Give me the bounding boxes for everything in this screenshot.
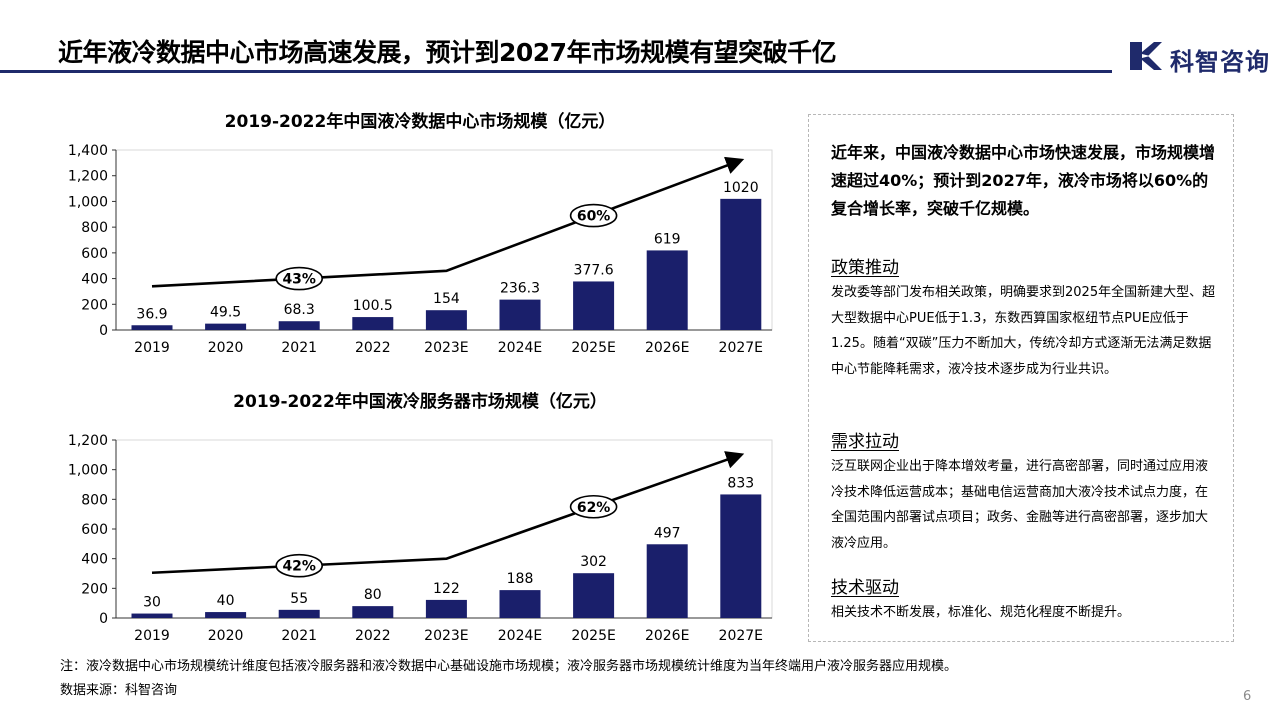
bar xyxy=(720,198,762,330)
bar xyxy=(205,323,247,330)
bar xyxy=(425,310,467,330)
data-label: 40 xyxy=(217,593,235,609)
data-label: 154 xyxy=(433,291,460,307)
section-body-policy: 发改委等部门发布相关政策，明确要求到2025年全国新建大型、超大型数据中心PUE… xyxy=(831,285,1216,377)
chart-title: 2019-2022年中国液冷数据中心市场规模（亿元） xyxy=(225,111,616,132)
y-tick-label: 1,400 xyxy=(68,143,108,159)
category-label: 2024E xyxy=(498,628,542,644)
logo-mark-icon xyxy=(1130,42,1162,70)
bar xyxy=(205,612,247,618)
category-label: 2022 xyxy=(355,340,391,356)
data-label: 122 xyxy=(433,581,460,597)
y-tick-label: 1,000 xyxy=(68,194,108,210)
bar xyxy=(573,573,615,618)
data-label: 30 xyxy=(143,595,161,611)
cagr-label: 60% xyxy=(577,209,611,225)
y-tick-label: 1,000 xyxy=(68,463,108,479)
bar xyxy=(499,299,541,330)
category-label: 2027E xyxy=(719,340,763,356)
logo-text: 科智咨询 xyxy=(1170,48,1270,76)
y-tick-label: 0 xyxy=(99,611,108,627)
bar xyxy=(352,606,394,618)
category-label: 2019 xyxy=(134,340,170,356)
category-label: 2023E xyxy=(424,628,468,644)
trend-arrow xyxy=(151,156,745,288)
data-label: 36.9 xyxy=(136,306,167,322)
insight-lead: 近年来，中国液冷数据中心市场快速发展，市场规模增速超过40%；预计到2027年，… xyxy=(831,143,1216,218)
footnote: 注：液冷数据中心市场规模统计维度包括液冷服务器和液冷数据中心基础设施市场规模；液… xyxy=(60,659,958,674)
y-tick-label: 800 xyxy=(81,220,108,236)
data-label: 619 xyxy=(654,231,681,247)
data-label: 188 xyxy=(507,571,534,587)
y-tick-label: 1,200 xyxy=(68,169,108,185)
category-label: 2027E xyxy=(719,628,763,644)
data-label: 55 xyxy=(290,591,308,607)
category-label: 2022 xyxy=(355,628,391,644)
y-tick-label: 600 xyxy=(81,246,108,262)
data-label: 833 xyxy=(727,475,754,491)
cagr-label: 43% xyxy=(282,272,316,288)
data-label: 68.3 xyxy=(284,302,315,318)
server-market-chart: 2019-2022年中国液冷服务器市场规模（亿元） 0 200 400 600 800 1,… xyxy=(68,391,773,644)
data-label: 302 xyxy=(580,554,607,570)
category-label: 2023E xyxy=(424,340,468,356)
category-label: 2020 xyxy=(208,340,244,356)
bar xyxy=(720,494,762,618)
bar xyxy=(425,599,467,618)
category-label: 2020 xyxy=(208,628,244,644)
page-title: 近年液冷数据中心市场高速发展，预计到2027年市场规模有望突破千亿 xyxy=(58,38,837,67)
bar xyxy=(278,609,320,618)
cagr-badge xyxy=(275,266,324,291)
data-label: 236.3 xyxy=(500,281,540,297)
category-label: 2021 xyxy=(281,628,317,644)
data-label: 377.6 xyxy=(574,262,614,278)
data-source: 数据来源：科智咨询 xyxy=(60,683,178,698)
y-tick-label: 800 xyxy=(81,492,108,508)
category-label: 2021 xyxy=(281,340,317,356)
section-body-demand: 泛互联网企业出于降本增效考量，进行高密部署，同时通过应用液冷技术降低运营成本；基… xyxy=(831,459,1209,551)
cagr-badge xyxy=(569,494,618,519)
bar xyxy=(131,325,173,330)
bar xyxy=(278,321,320,330)
title-divider xyxy=(0,70,1112,73)
chart-title: 2019-2022年中国液冷服务器市场规模（亿元） xyxy=(233,391,607,412)
y-tick-label: 200 xyxy=(81,581,108,597)
insight-panel: 近年来，中国液冷数据中心市场快速发展，市场规模增速超过40%；预计到2027年，… xyxy=(808,114,1234,642)
trend-arrow xyxy=(151,451,745,575)
y-tick-label: 1,200 xyxy=(68,433,108,449)
category-label: 2026E xyxy=(645,628,689,644)
y-tick-label: 200 xyxy=(81,297,108,313)
bar xyxy=(131,613,173,618)
y-tick-label: 0 xyxy=(99,323,108,339)
cagr-badge xyxy=(275,553,324,578)
bar xyxy=(646,250,688,330)
y-tick-label: 600 xyxy=(81,522,108,538)
company-logo: 科智咨询 xyxy=(1128,38,1270,76)
page-number: 6 xyxy=(1243,689,1252,704)
y-tick-label: 400 xyxy=(81,272,108,288)
cagr-badge xyxy=(569,203,618,228)
cagr-label: 42% xyxy=(282,559,316,575)
bar xyxy=(499,590,541,618)
cagr-label: 62% xyxy=(577,500,611,516)
category-label: 2026E xyxy=(645,340,689,356)
category-label: 2024E xyxy=(498,340,542,356)
section-heading-demand: 需求拉动 xyxy=(831,432,899,452)
category-label: 2019 xyxy=(134,628,170,644)
bar xyxy=(646,544,688,618)
category-label: 2025E xyxy=(571,340,615,356)
data-label: 1020 xyxy=(723,180,759,196)
bar xyxy=(352,317,394,330)
data-label: 49.5 xyxy=(210,305,241,321)
data-label: 100.5 xyxy=(353,298,393,314)
data-label: 80 xyxy=(364,587,382,603)
category-label: 2025E xyxy=(571,628,615,644)
section-heading-technology: 技术驱动 xyxy=(831,578,899,598)
section-body-technology: 相关技术不断发展，标准化、规范化程度不断提升。 xyxy=(831,605,1131,620)
data-label: 497 xyxy=(654,525,681,541)
y-tick-label: 400 xyxy=(81,552,108,568)
section-heading-policy: 政策推动 xyxy=(831,258,899,278)
bar xyxy=(573,281,615,330)
datacenter-market-chart: 2019-2022年中国液冷数据中心市场规模（亿元） 0 200 400 600 800 1… xyxy=(68,111,773,356)
